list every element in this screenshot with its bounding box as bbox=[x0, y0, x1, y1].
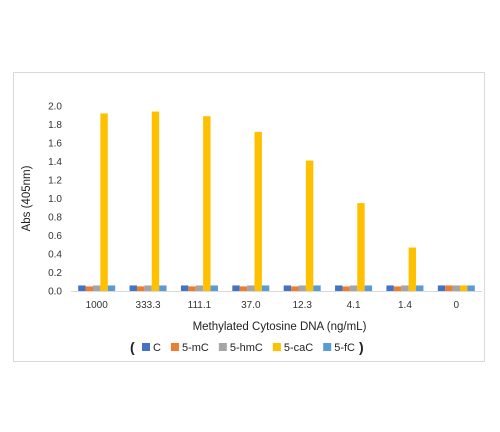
legend-swatch-5-mc bbox=[170, 343, 179, 351]
x-tick-label: 1000 bbox=[86, 300, 109, 311]
bar-5-cac-3 bbox=[254, 131, 262, 291]
bar-5-cac-2 bbox=[203, 116, 211, 292]
bar-5-hmc-6 bbox=[401, 285, 409, 291]
bar-c-4 bbox=[283, 285, 292, 291]
y-tick-label: 2.0 bbox=[48, 102, 62, 113]
legend-swatch-5-fc bbox=[323, 343, 332, 351]
legend-swatch-c bbox=[142, 343, 150, 351]
x-tick-label: 37.0 bbox=[241, 300, 261, 311]
bar-5-mc-4 bbox=[291, 286, 299, 292]
bar-5-hmc-5 bbox=[349, 285, 358, 291]
bar-c-7 bbox=[437, 285, 446, 291]
chart-frame: 0.0 0.2 0.4 0.6 0.8 1.0 1.2 1.4 1.6 1.8 2.0 1000 33… bbox=[13, 72, 485, 362]
x-tick-label: 1.4 bbox=[398, 300, 412, 311]
y-tick-label: 1.8 bbox=[48, 120, 62, 131]
bar-c-6 bbox=[386, 285, 394, 291]
legend-label-5-hmc: 5-hmC bbox=[230, 342, 263, 354]
x-tick-label: 111.1 bbox=[188, 300, 212, 311]
bar-5-mc-5 bbox=[342, 286, 350, 292]
bar-5-fc-0 bbox=[107, 285, 116, 291]
bar-series bbox=[78, 111, 475, 292]
legend: ( ) C 5-mC 5-hmC 5-caC 5-fC bbox=[130, 339, 364, 355]
legend-close-paren: ) bbox=[359, 339, 364, 355]
bar-5-fc-4 bbox=[313, 285, 321, 291]
bar-5-hmc-0 bbox=[92, 285, 101, 291]
bar-5-hmc-3 bbox=[247, 285, 255, 291]
bar-5-mc-7 bbox=[445, 285, 453, 291]
y-tick-label: 0.6 bbox=[48, 231, 62, 242]
bar-5-mc-6 bbox=[393, 286, 402, 292]
y-tick-label: 1.0 bbox=[48, 194, 62, 205]
bar-5-cac-7 bbox=[460, 285, 468, 291]
y-tick-label: 0.4 bbox=[48, 250, 62, 261]
bar-5-cac-0 bbox=[100, 113, 108, 292]
legend-label-5-cac: 5-caC bbox=[284, 342, 313, 354]
y-tick-label: 0.0 bbox=[48, 287, 62, 298]
bar-5-mc-3 bbox=[239, 286, 248, 292]
y-axis-title: Abs (405nm) bbox=[21, 165, 33, 231]
bar-c-1 bbox=[129, 285, 137, 291]
bar-5-cac-5 bbox=[357, 203, 365, 292]
y-tick-label: 1.2 bbox=[48, 176, 62, 187]
bar-5-cac-4 bbox=[305, 160, 314, 291]
bar-5-fc-2 bbox=[210, 285, 218, 291]
y-tick-label: 0.8 bbox=[48, 213, 62, 224]
x-tick-label: 12.3 bbox=[292, 300, 312, 311]
y-tick-label: 0.2 bbox=[48, 268, 62, 279]
y-tick-label: 1.4 bbox=[48, 157, 62, 168]
bar-5-fc-3 bbox=[261, 285, 270, 291]
legend-swatch-5-cac bbox=[272, 343, 281, 351]
bar-5-fc-5 bbox=[364, 285, 373, 291]
bar-5-fc-7 bbox=[467, 285, 475, 291]
bar-5-mc-0 bbox=[85, 286, 93, 292]
x-tick-label: 333.3 bbox=[136, 300, 161, 311]
bar-5-mc-2 bbox=[188, 286, 196, 292]
bar-5-mc-1 bbox=[136, 286, 145, 292]
bar-5-cac-1 bbox=[151, 111, 160, 291]
bar-c-5 bbox=[335, 285, 343, 291]
x-tick-label: 4.1 bbox=[347, 300, 361, 311]
legend-label-5-mc: 5-mC bbox=[182, 342, 209, 354]
legend-label-5-fc: 5-fC bbox=[334, 342, 355, 354]
bar-5-hmc-4 bbox=[298, 285, 306, 291]
y-tick-label: 1.6 bbox=[48, 139, 62, 150]
bar-c-0 bbox=[78, 285, 86, 291]
bar-5-fc-6 bbox=[416, 285, 424, 291]
x-axis-ticks: 1000 333.3 111.1 37.0 12.3 4.1 1.4 0 bbox=[86, 300, 460, 311]
bar-5-fc-1 bbox=[159, 285, 167, 291]
bar-c-3 bbox=[232, 285, 240, 291]
y-axis-ticks: 0.0 0.2 0.4 0.6 0.8 1.0 1.2 1.4 1.6 1.8 2.0 bbox=[48, 102, 62, 298]
x-axis-title: Methylated Cytosine DNA (ng/mL) bbox=[193, 321, 367, 333]
bar-5-hmc-2 bbox=[195, 285, 204, 291]
legend-swatch-5-hmc bbox=[218, 343, 227, 351]
bar-5-hmc-1 bbox=[144, 285, 152, 291]
bar-5-cac-6 bbox=[408, 247, 417, 291]
legend-open-paren: ( bbox=[130, 339, 135, 355]
x-tick-label: 0 bbox=[454, 300, 460, 311]
bar-5-hmc-7 bbox=[452, 285, 461, 291]
bar-chart: 0.0 0.2 0.4 0.6 0.8 1.0 1.2 1.4 1.6 1.8 2.0 1000 33… bbox=[21, 102, 482, 355]
legend-label-c: C bbox=[153, 342, 161, 354]
bar-c-2 bbox=[180, 285, 189, 291]
